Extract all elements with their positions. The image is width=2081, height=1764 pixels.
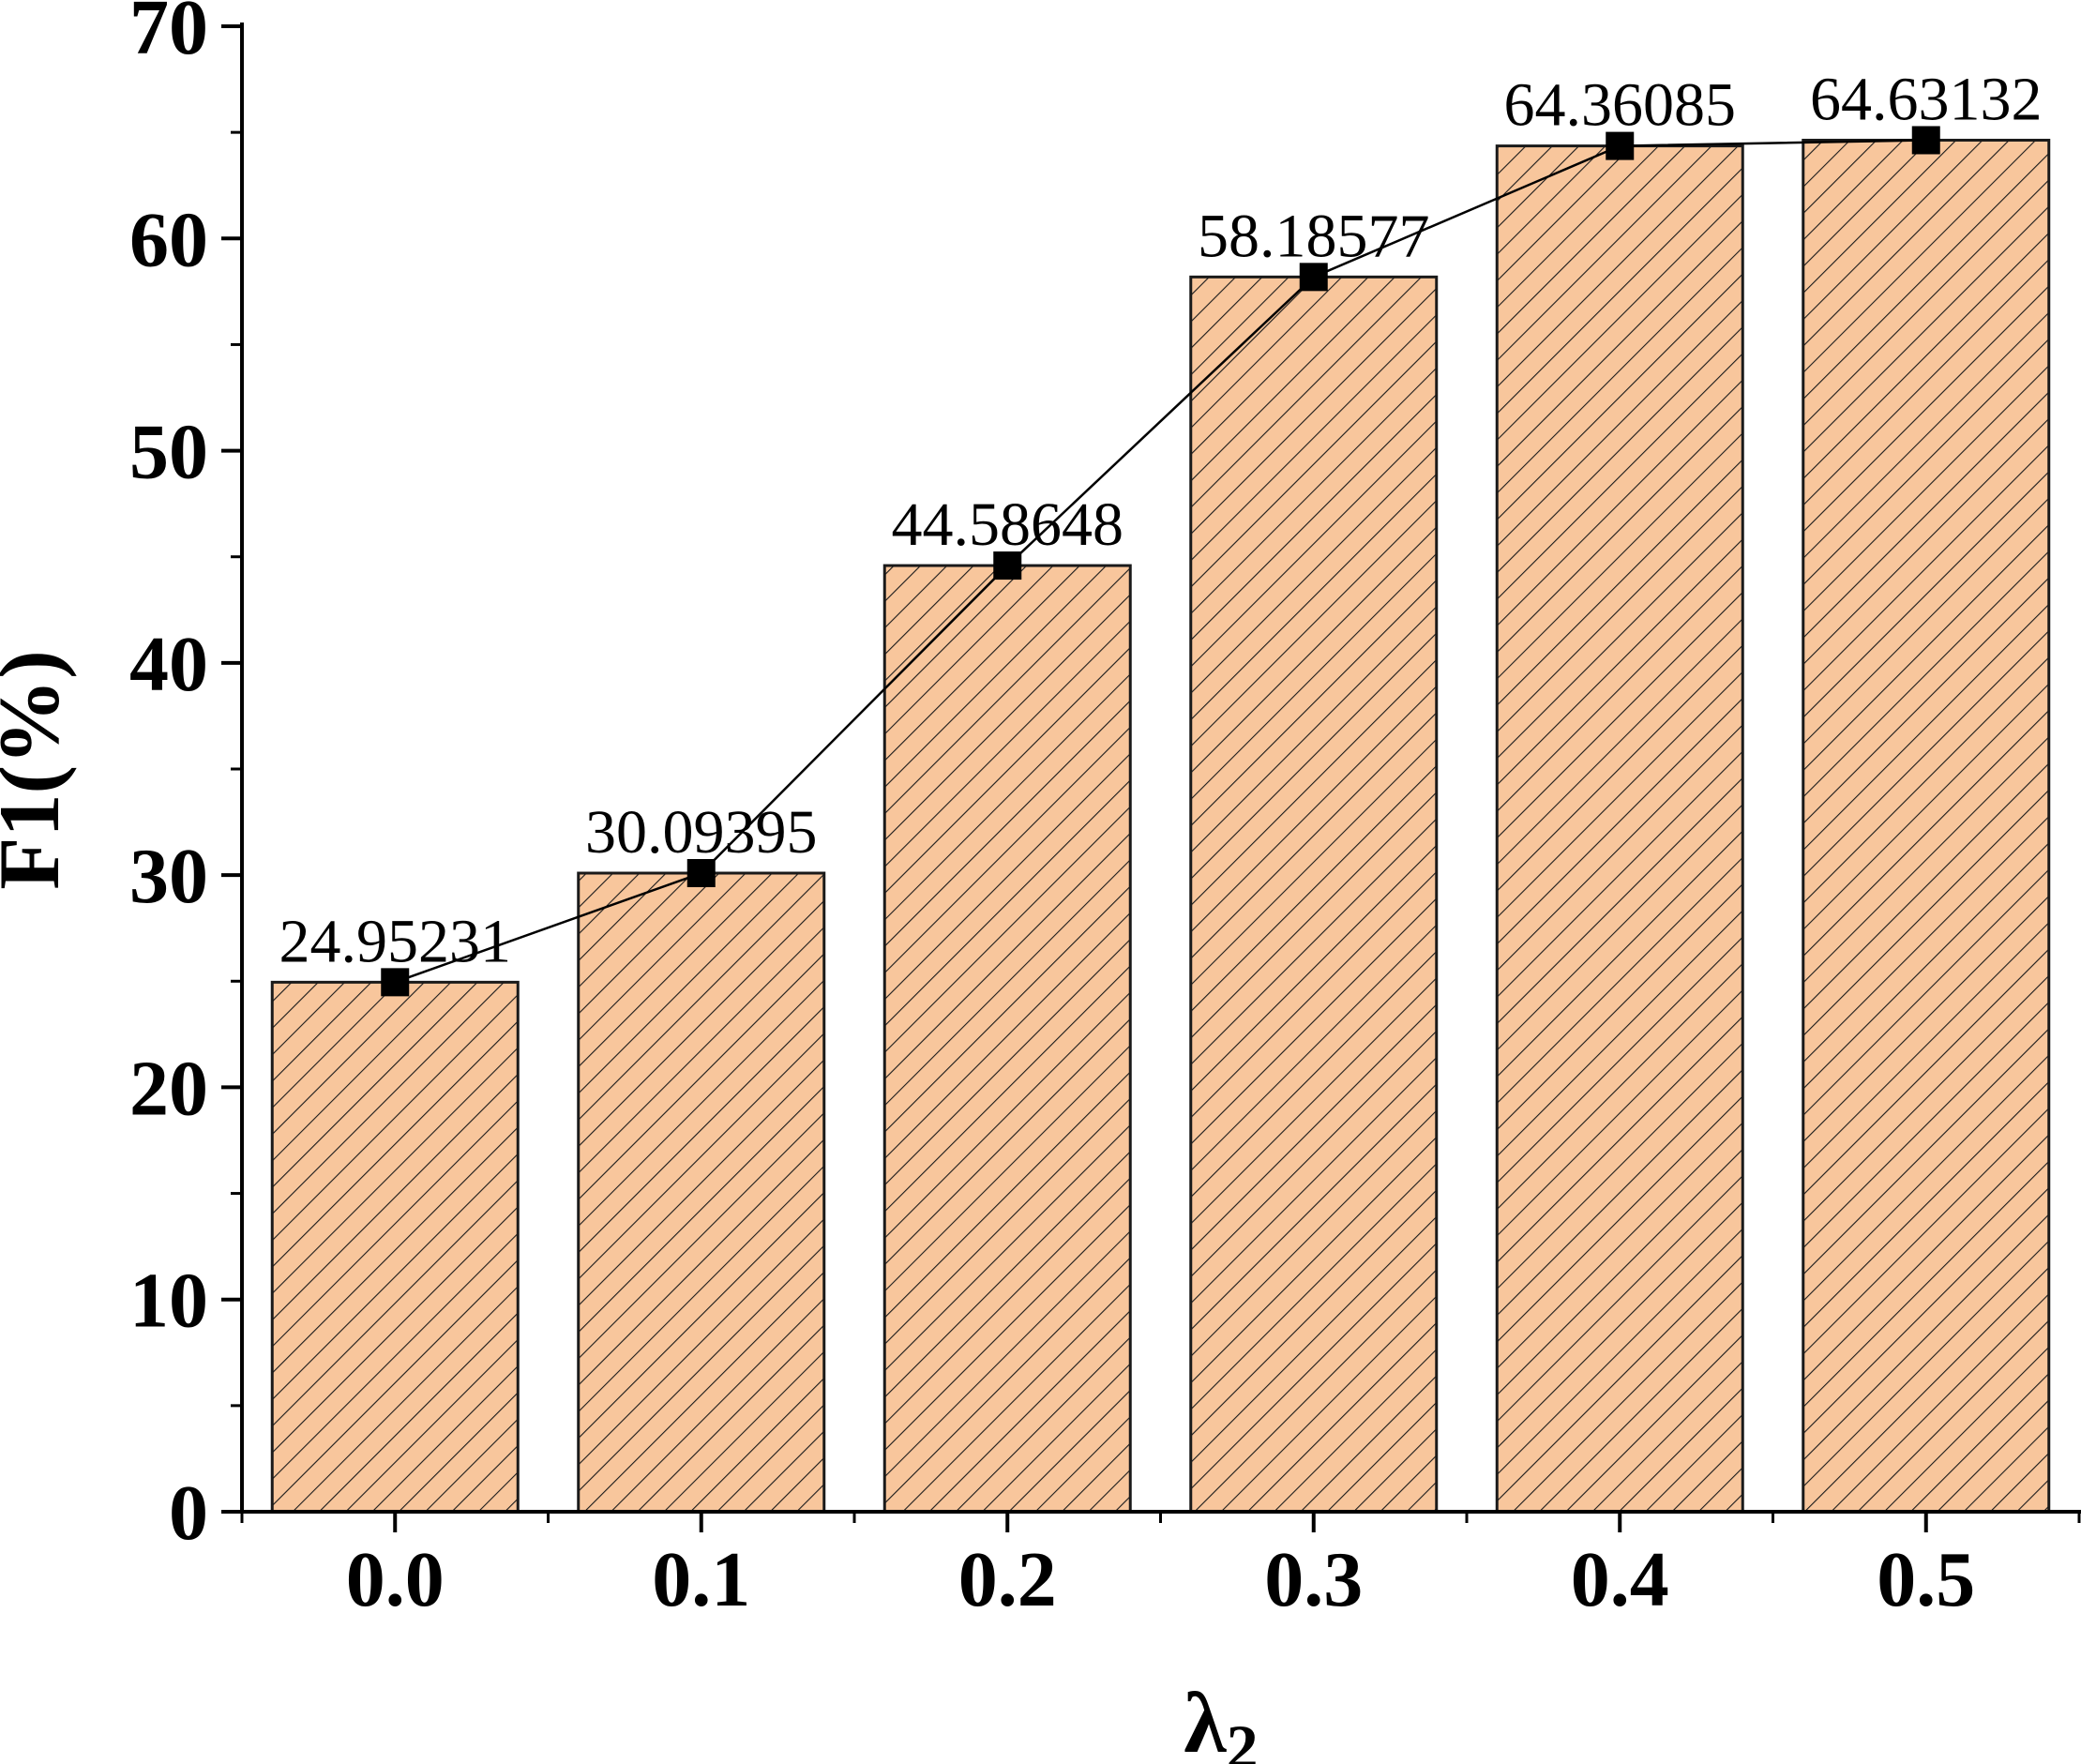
data-label: 24.95231 xyxy=(279,907,512,975)
bar xyxy=(882,564,1132,1514)
data-point-marker xyxy=(1299,263,1328,292)
y-tick-label: 60 xyxy=(129,196,208,283)
y-tick-label: 30 xyxy=(129,833,208,920)
y-tick-label: 0 xyxy=(169,1470,208,1557)
x-tick-label: 0.4 xyxy=(1571,1536,1669,1623)
y-axis: 0 10 20 30 40 50 60 70 xyxy=(129,0,244,1557)
y-tick-label: 50 xyxy=(129,409,208,496)
data-point-marker xyxy=(993,551,1022,580)
data-point-marker xyxy=(1911,126,1940,155)
y-tick-label: 20 xyxy=(129,1045,208,1132)
series-line xyxy=(394,139,1926,984)
x-axis: 0.0 0.1 0.2 0.3 0.4 0.5 xyxy=(240,1510,2081,1623)
x-axis-title-subscript: 2 xyxy=(1227,1711,1259,1764)
x-tick-label: 0.0 xyxy=(346,1536,445,1623)
x-tick-label: 0.2 xyxy=(958,1536,1057,1623)
y-tick-label: 70 xyxy=(129,0,208,71)
y-tick-label: 40 xyxy=(129,621,208,708)
data-point-marker xyxy=(1606,131,1635,160)
bar xyxy=(1495,144,1744,1514)
bar xyxy=(1802,138,2051,1514)
data-point-marker xyxy=(686,859,716,888)
bar xyxy=(577,871,826,1514)
data-label: 64.36085 xyxy=(1504,71,1737,140)
data-label: 44.58648 xyxy=(892,490,1124,559)
y-tick-label: 10 xyxy=(129,1258,208,1345)
x-axis-title: λ2 xyxy=(1184,1675,1258,1764)
x-tick-label: 0.5 xyxy=(1877,1536,1975,1623)
x-axis-title-main: λ xyxy=(1184,1675,1227,1764)
data-label: 58.18577 xyxy=(1198,202,1430,270)
data-label: 30.09395 xyxy=(585,798,818,867)
bar xyxy=(1189,275,1439,1514)
data-label: 64.63132 xyxy=(1810,65,2043,133)
bar xyxy=(270,980,520,1514)
data-labels-group: 24.95231 30.09395 44.58648 58.18577 64.36085… xyxy=(279,65,2043,975)
series-line-group xyxy=(381,126,1940,997)
data-point-marker xyxy=(381,968,410,997)
x-tick-label: 0.3 xyxy=(1264,1536,1363,1623)
y-axis-title: F1(%) xyxy=(0,650,77,889)
x-tick-label: 0.1 xyxy=(652,1536,750,1623)
bars-group xyxy=(270,138,2051,1514)
